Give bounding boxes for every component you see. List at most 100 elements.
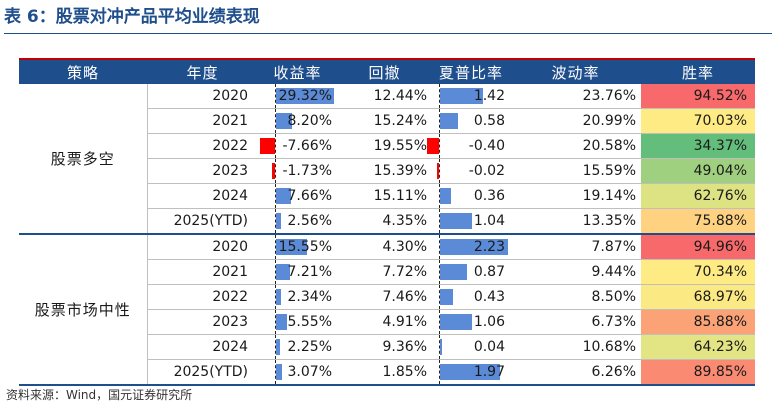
sharpe-cell: 1.06 <box>432 309 510 335</box>
header-return: 收益率 <box>258 59 337 84</box>
header-sharpe: 夏普比率 <box>432 59 510 84</box>
sharpe-cell: -0.02 <box>432 158 510 184</box>
year-cell: 2024 <box>147 183 258 209</box>
drawdown-cell: 4.30% <box>337 233 432 260</box>
table-row: 2024 7.66% 15.11% 0.36 19.14% 62.76% <box>19 183 755 209</box>
sharpe-cell: 1.04 <box>432 208 510 235</box>
return-value: 5.55% <box>287 314 332 330</box>
sharpe-bar <box>440 113 458 129</box>
sharpe-value: -0.40 <box>468 138 505 154</box>
return-bar <box>276 113 293 129</box>
win-rate-cell: 34.37% <box>641 133 755 159</box>
performance-table: 策略 年度 收益率 回撤 夏普比率 波动率 胜率 股票多空 2020 29.32% 1… <box>19 58 755 386</box>
sharpe-bar <box>440 264 467 280</box>
sharpe-zero-line <box>439 209 440 233</box>
table-header: 策略 年度 收益率 回撤 夏普比率 波动率 胜率 <box>19 59 755 84</box>
sharpe-value: 0.04 <box>473 339 505 355</box>
year-cell: 2025(YTD) <box>147 359 258 386</box>
win-rate-cell: 68.97% <box>641 284 755 310</box>
table-row: 股票市场中性 2020 15.55% 4.30% 2.23 7.87% 94.96% <box>19 233 755 386</box>
return-bar <box>276 364 283 380</box>
return-cell: -7.66% <box>258 133 337 159</box>
sharpe-bar <box>426 138 439 154</box>
sharpe-value: 2.23 <box>473 239 505 255</box>
year-cell: 2025(YTD) <box>147 208 258 235</box>
sharpe-zero-line <box>439 335 440 359</box>
win-rate-cell: 64.23% <box>641 334 755 360</box>
sharpe-zero-line <box>439 260 440 284</box>
sharpe-value: 1.97 <box>473 364 505 380</box>
volatility-cell: 19.14% <box>510 183 641 209</box>
sharpe-cell: -0.40 <box>426 133 510 159</box>
volatility-cell: 9.44% <box>510 259 641 285</box>
drawdown-cell: 9.36% <box>337 334 432 360</box>
table-row: 2022 -7.66% 19.55% -0.40 20.58% 34.37% <box>19 133 755 159</box>
volatility-cell: 15.59% <box>510 158 641 184</box>
return-zero-line <box>275 109 276 133</box>
return-zero-line <box>275 260 276 284</box>
return-value: 8.20% <box>287 113 332 129</box>
return-zero-line <box>275 285 276 309</box>
return-bar <box>276 264 291 280</box>
return-cell: -1.73% <box>258 158 337 184</box>
sharpe-bar <box>440 314 473 330</box>
sharpe-bar <box>440 364 501 380</box>
sharpe-zero-line <box>439 184 440 208</box>
return-value: 3.07% <box>287 364 332 380</box>
return-zero-line <box>275 335 276 359</box>
return-bar <box>276 239 307 255</box>
win-rate-cell: 70.34% <box>641 259 755 285</box>
header-win-rate: 胜率 <box>641 59 755 84</box>
return-cell: 7.66% <box>258 183 337 209</box>
volatility-cell: 13.35% <box>510 208 641 235</box>
return-cell: 7.21% <box>258 259 337 285</box>
return-value: 15.55% <box>278 239 332 255</box>
return-value: 2.56% <box>287 213 332 229</box>
return-bar <box>259 138 275 154</box>
return-zero-line <box>275 134 276 158</box>
return-zero-line <box>275 184 276 208</box>
volatility-cell: 8.50% <box>510 284 641 310</box>
year-cell: 2022 <box>147 284 258 310</box>
year-cell: 2021 <box>147 108 258 134</box>
win-rate-cell: 49.04% <box>641 158 755 184</box>
sharpe-bar <box>440 239 508 255</box>
drawdown-cell: 4.35% <box>337 208 432 235</box>
win-rate-cell: 75.88% <box>641 208 755 235</box>
sharpe-zero-line <box>439 360 440 384</box>
sharpe-bar <box>440 188 451 204</box>
return-value: 2.34% <box>287 289 332 305</box>
strategy-label: 股票市场中性 <box>19 233 148 386</box>
win-rate-cell: 89.85% <box>641 359 755 386</box>
source-note: 资料来源：Wind，国元证券研究所 <box>6 388 193 402</box>
header-volatility: 波动率 <box>510 59 641 84</box>
return-value: 7.21% <box>287 264 332 280</box>
year-cell: 2023 <box>147 309 258 335</box>
sharpe-value: 1.04 <box>473 213 505 229</box>
sharpe-cell: 0.58 <box>432 108 510 134</box>
return-zero-line <box>275 84 276 108</box>
year-cell: 2022 <box>147 133 258 159</box>
return-value: -7.66% <box>282 138 332 154</box>
table-row: 股票多空 2020 29.32% 12.44% 1.42 23.76% 94.52% <box>19 84 755 235</box>
drawdown-cell: 15.11% <box>337 183 432 209</box>
table-row: 2023 5.55% 4.91% 1.06 6.73% 85.88% <box>19 309 755 335</box>
volatility-cell: 6.73% <box>510 309 641 335</box>
sharpe-value: 1.06 <box>473 314 505 330</box>
drawdown-cell: 12.44% <box>337 84 432 109</box>
sharpe-value: 0.43 <box>473 289 505 305</box>
return-cell: 2.34% <box>258 284 337 310</box>
sharpe-cell: 0.04 <box>432 334 510 360</box>
sharpe-bar <box>440 339 442 355</box>
sharpe-value: -0.02 <box>468 163 505 179</box>
drawdown-cell: 15.39% <box>337 158 432 184</box>
sharpe-value: 0.87 <box>473 264 505 280</box>
header-strategy: 策略 <box>19 59 147 84</box>
return-zero-line <box>275 360 276 384</box>
sharpe-bar <box>440 88 484 104</box>
sharpe-zero-line <box>439 159 440 183</box>
year-cell: 2024 <box>147 334 258 360</box>
win-rate-cell: 70.03% <box>641 108 755 134</box>
table-row: 2021 7.21% 7.72% 0.87 9.44% 70.34% <box>19 259 755 285</box>
return-cell: 3.07% <box>258 359 337 386</box>
